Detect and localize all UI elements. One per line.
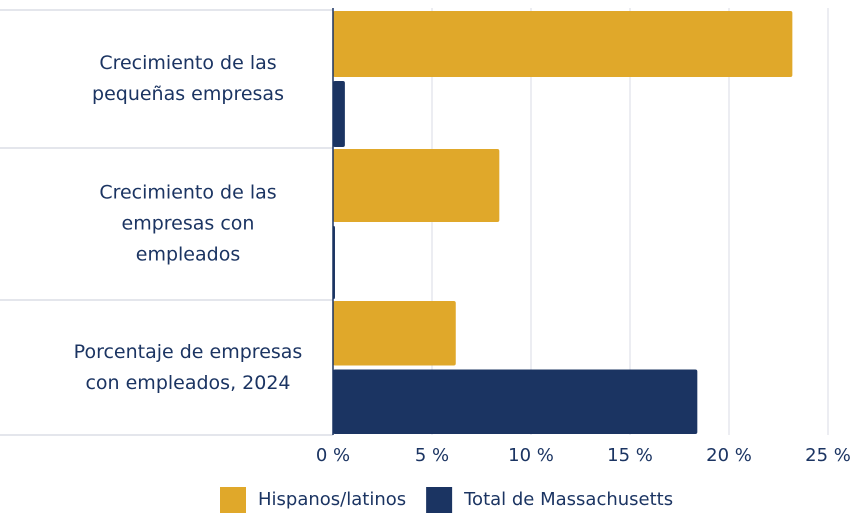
x-tick-label: 5 % [415, 445, 449, 466]
category-label: Porcentaje de empresas con empleados, 20… [73, 340, 303, 394]
legend-swatch [426, 487, 453, 513]
legend-label: Total de Massachusetts [463, 489, 673, 510]
category-label: Crecimiento de las pequeñas empresas [92, 52, 284, 105]
legend-swatch [220, 487, 246, 513]
x-tick-label: 25 % [805, 445, 851, 466]
bar [333, 301, 456, 366]
bar [333, 369, 698, 434]
x-tick-label: 0 % [316, 445, 350, 466]
bar [333, 149, 500, 222]
bar [333, 11, 793, 77]
x-tick-label: 10 % [508, 445, 554, 466]
bar [333, 81, 345, 147]
legend-label: Hispanos/latinos [258, 489, 406, 510]
category-label: Crecimiento de las empresas con empleado… [99, 181, 277, 266]
x-tick-label: 20 % [706, 445, 752, 466]
x-tick-label: 15 % [607, 445, 653, 466]
